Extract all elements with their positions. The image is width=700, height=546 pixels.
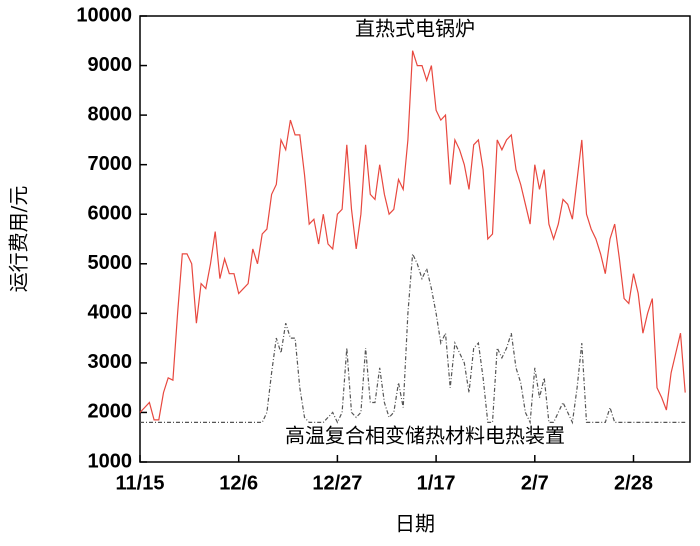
series-line	[139, 50, 686, 421]
x-tick-label: 1/17	[417, 472, 456, 494]
y-tick-label: 9000	[88, 54, 133, 76]
x-tick-label: 2/7	[521, 472, 549, 494]
series-line	[140, 251, 686, 425]
y-tick-label: 5000	[88, 252, 133, 274]
y-tick-label: 8000	[88, 103, 133, 125]
y-axis-label: 运行费用/元	[7, 186, 31, 293]
x-tick-label: 2/28	[614, 472, 653, 494]
y-tick-label: 10000	[76, 4, 132, 26]
y-tick-label: 2000	[88, 401, 133, 423]
series-annotation: 高温复合相变储热材料电热装置	[285, 424, 565, 448]
x-axis-label: 日期	[395, 512, 435, 536]
x-tick-label: 11/15	[116, 472, 165, 494]
x-tick-label: 12/27	[312, 472, 362, 494]
y-tick-label: 7000	[88, 153, 133, 175]
plot-frame	[139, 15, 691, 463]
y-tick-label: 1000	[88, 450, 133, 472]
y-tick-label: 3000	[88, 351, 133, 373]
series-annotation: 直热式电锅炉	[355, 17, 475, 41]
y-tick-label: 4000	[88, 302, 133, 324]
y-tick-label: 6000	[88, 203, 133, 225]
x-tick-label: 12/6	[219, 472, 258, 494]
